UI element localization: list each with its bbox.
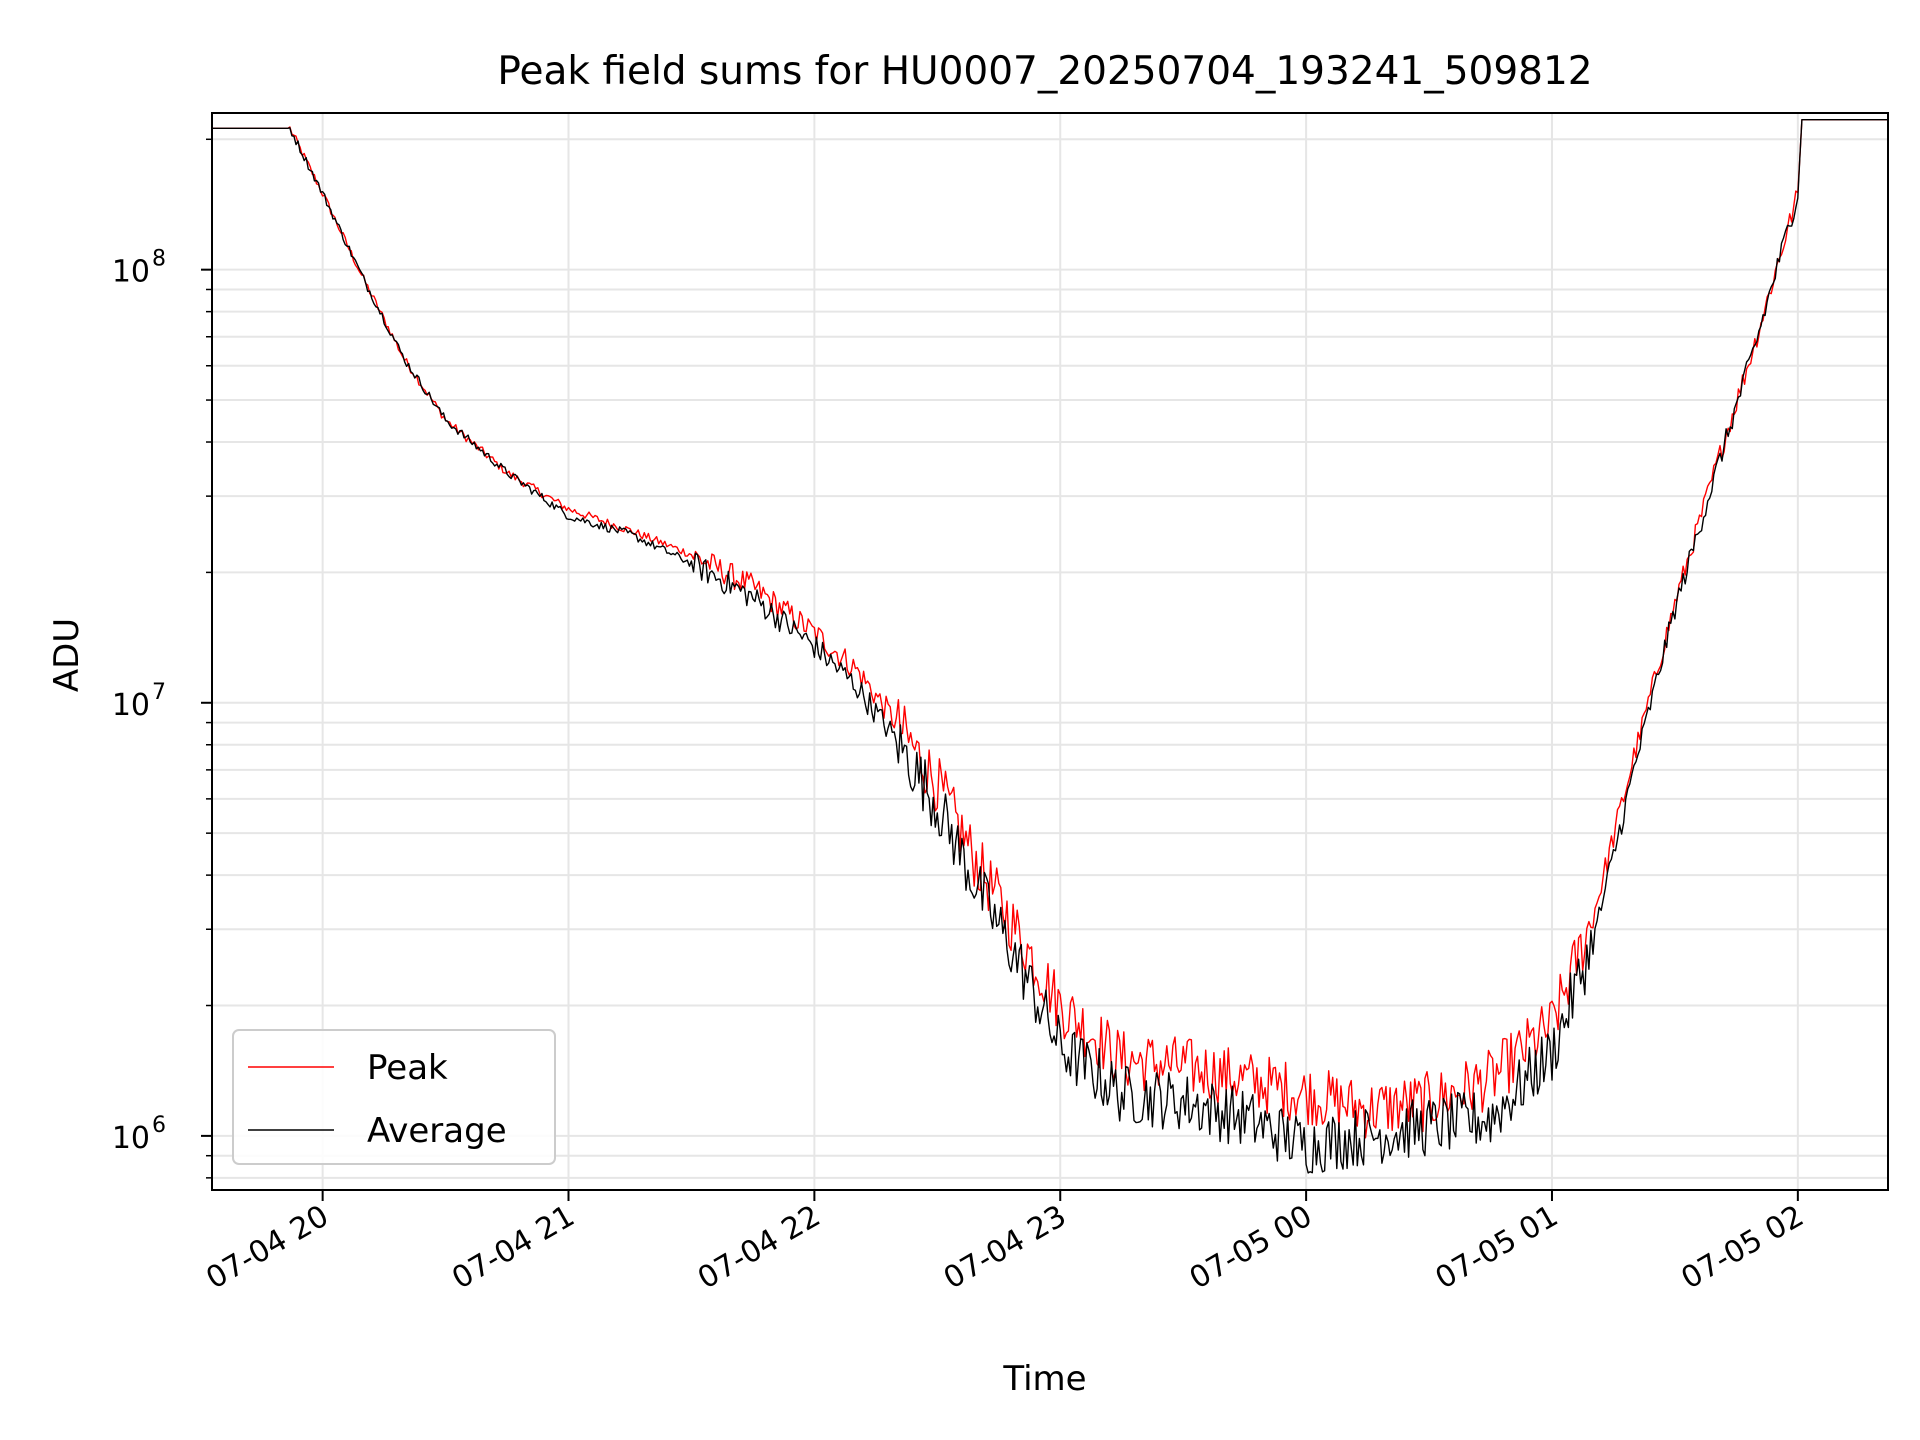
y-tick-exponent: 7	[152, 680, 166, 705]
series-line-peak	[212, 119, 1888, 1139]
y-tick-label: 10	[112, 255, 150, 290]
legend-label-average: Average	[367, 1111, 507, 1151]
legend-label-peak: Peak	[367, 1048, 448, 1088]
plot-frame	[211, 112, 1889, 1191]
series-layer	[212, 119, 1888, 1174]
y-tick-exponent: 8	[152, 247, 166, 272]
y-tick-label: 10	[112, 1121, 150, 1156]
series-line-average	[212, 119, 1888, 1174]
legend: Peak Average	[232, 1029, 556, 1165]
y-tick-label: 10	[112, 688, 150, 723]
x-axis-label: Time	[1002, 1359, 1086, 1399]
chart-title: Peak field sums for HU0007_20250704_1932…	[497, 49, 1592, 94]
y-axis-label: ADU	[47, 618, 87, 692]
y-tick-exponent: 6	[152, 1113, 166, 1138]
